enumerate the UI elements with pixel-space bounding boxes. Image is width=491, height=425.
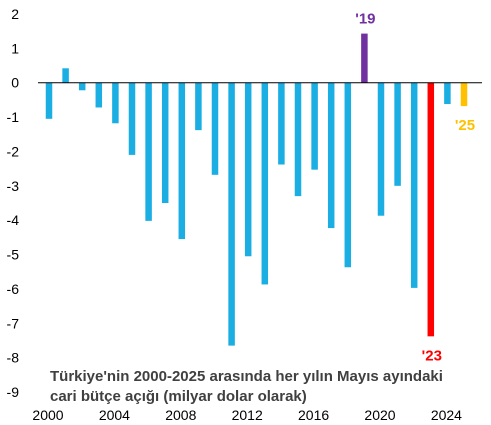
bar-2005 xyxy=(128,82,136,155)
chart-caption-line-1: Türkiye'nin 2000-2025 arasında her yılın… xyxy=(50,368,443,385)
annotation-2019: '19 xyxy=(355,11,375,28)
bar-2017 xyxy=(327,82,335,229)
bar-2004 xyxy=(112,82,119,124)
y-tick-label: -7 xyxy=(7,315,20,331)
bar-2015 xyxy=(294,82,302,197)
bar-2003 xyxy=(95,82,103,108)
y-tick-label: 2 xyxy=(11,6,19,22)
bar-2006 xyxy=(145,82,152,221)
bar-2001 xyxy=(62,68,69,83)
y-tick-label: -3 xyxy=(7,178,20,194)
bar-2014 xyxy=(278,82,285,165)
y-tick-label: -9 xyxy=(7,384,20,400)
bar-2019 xyxy=(361,33,368,83)
x-tick-label: 2012 xyxy=(232,407,263,423)
x-tick-label: 2000 xyxy=(32,407,63,423)
chart-caption-line-2: cari bütçe açığı (milyar dolar olarak) xyxy=(50,388,307,405)
y-axis-ticks: 2 1 0 -1 -2 -3 -4 -5 -6 -7 -8 -9 xyxy=(7,6,20,400)
x-tick-label: 2016 xyxy=(298,407,329,423)
bar-2002 xyxy=(78,82,86,91)
bar-2023 xyxy=(427,82,435,337)
bar-2012 xyxy=(244,82,252,257)
y-tick-label: -8 xyxy=(7,350,20,366)
bar-2010 xyxy=(211,82,219,175)
x-tick-label: 2004 xyxy=(99,407,130,423)
y-tick-label: -5 xyxy=(7,247,20,263)
bar-2008 xyxy=(178,82,186,240)
bar-2000 xyxy=(45,82,53,119)
bar-2007 xyxy=(161,82,169,203)
bar-2021 xyxy=(394,82,401,186)
bar-2016 xyxy=(311,82,318,170)
x-axis-ticks: 2000 2004 2008 2012 2016 2020 2024 xyxy=(32,407,462,423)
annotation-2025: '25 xyxy=(455,117,475,134)
bar-2011 xyxy=(228,82,235,346)
y-tick-label: -6 xyxy=(7,281,20,297)
bar-2018 xyxy=(344,82,352,268)
x-tick-label: 2008 xyxy=(165,407,196,423)
bar-2025 xyxy=(460,82,468,107)
bar-2013 xyxy=(261,82,269,285)
y-tick-label: -1 xyxy=(7,109,20,125)
bar-annotations: '19 '23 '25 xyxy=(355,11,475,365)
bar-2020 xyxy=(377,82,385,216)
bar-2009 xyxy=(195,82,202,131)
y-tick-label: -4 xyxy=(7,212,20,228)
y-tick-label: 0 xyxy=(11,75,19,91)
y-tick-label: -2 xyxy=(7,143,20,159)
bar-2022 xyxy=(410,82,418,288)
annotation-2023: '23 xyxy=(422,347,442,364)
x-tick-label: 2020 xyxy=(364,407,395,423)
bar-2024 xyxy=(444,82,451,105)
bar-series xyxy=(45,33,468,346)
y-tick-label: 1 xyxy=(11,40,19,56)
x-tick-label: 2024 xyxy=(431,407,462,423)
